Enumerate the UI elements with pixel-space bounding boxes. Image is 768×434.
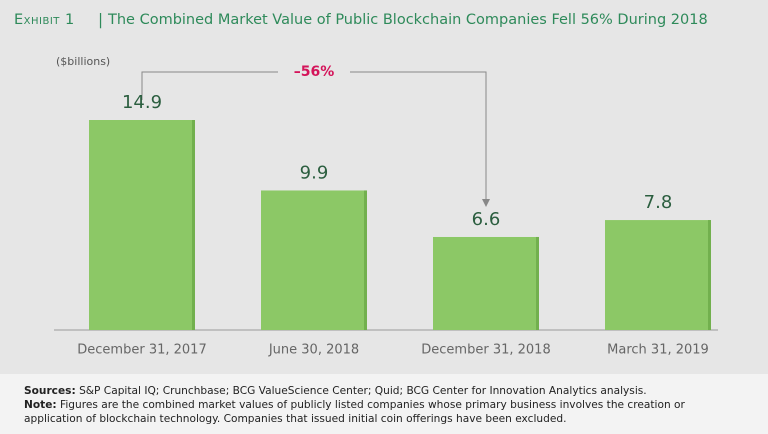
note-label: Note: [24, 399, 57, 411]
bar-edge [192, 120, 195, 330]
bar-edge [536, 236, 539, 330]
annotation-bracket [350, 71, 487, 202]
unit-label: ($billions) [56, 55, 110, 68]
sources-label: Sources: [24, 385, 76, 397]
chart: Exhibit 1 | The Combined Market Value of… [14, 11, 718, 358]
value-label: 6.6 [472, 209, 501, 230]
bar-edge [364, 190, 367, 330]
x-tick-label: June 30, 2018 [268, 343, 359, 358]
x-tick-label: December 31, 2018 [421, 343, 550, 358]
chart-exhibit: Exhibit 1 [14, 12, 75, 28]
value-label: 7.8 [644, 192, 673, 213]
title-separator: | [98, 11, 103, 29]
annotation: –56% [294, 64, 335, 80]
value-label: 14.9 [122, 92, 162, 113]
annotation-bracket [141, 71, 278, 100]
bar [89, 120, 195, 330]
value-label: 9.9 [300, 162, 329, 183]
bar [433, 236, 539, 330]
sources: Sources: S&P Capital IQ; Crunchbase; BCG… [24, 384, 744, 398]
note: Note: Figures are the combined market va… [24, 398, 744, 426]
note-text: Figures are the combined market values o… [24, 399, 685, 425]
sources-text: S&P Capital IQ; Crunchbase; BCG ValueSci… [79, 385, 647, 397]
x-tick-label: March 31, 2019 [607, 343, 709, 358]
bar [605, 220, 711, 330]
bar [261, 190, 367, 330]
bar-edge [708, 220, 711, 330]
x-tick-label: December 31, 2017 [77, 343, 206, 358]
annotation-arrow [482, 199, 490, 207]
chart-title: The Combined Market Value of Public Bloc… [107, 12, 708, 28]
footer: Sources: S&P Capital IQ; Crunchbase; BCG… [0, 374, 768, 434]
